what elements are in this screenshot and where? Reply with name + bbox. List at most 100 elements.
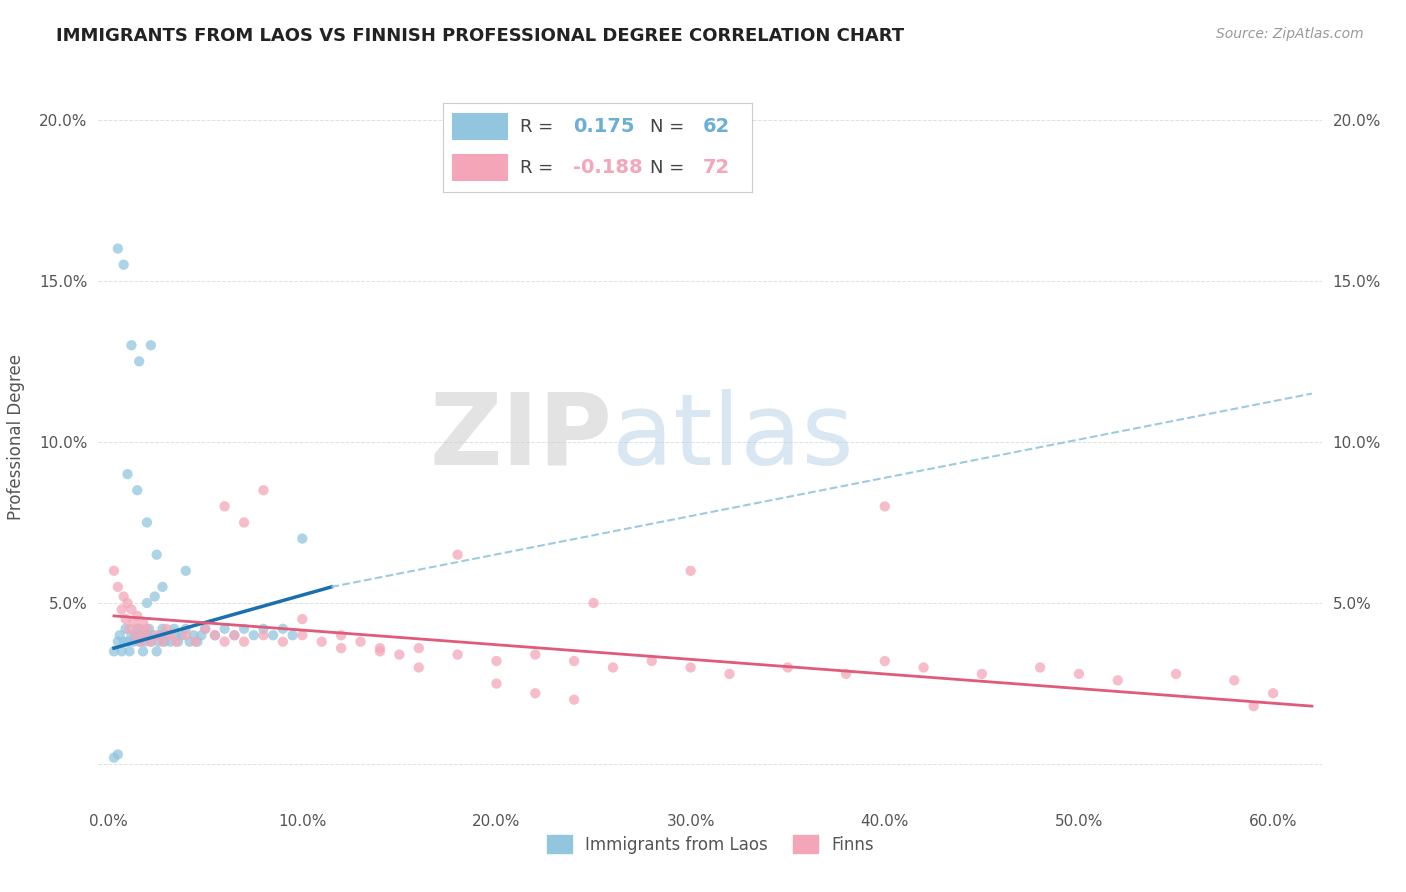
Point (159, 628, 181, 642)
Point (262, 628, 284, 642)
Point (204, 628, 226, 642)
Point (233, 622, 256, 636)
Point (112, 258, 135, 272)
Point (602, 660, 624, 674)
Point (145, 628, 167, 642)
Point (912, 660, 935, 674)
Point (152, 634, 174, 648)
Point (224, 628, 246, 642)
Point (562, 654, 585, 668)
Point (145, 644, 167, 658)
Point (485, 676, 508, 690)
Point (242, 628, 264, 642)
Point (107, 242, 129, 256)
Point (388, 648, 411, 662)
Text: R =: R = (520, 159, 560, 177)
Point (835, 667, 858, 681)
Point (139, 634, 162, 648)
Point (271, 622, 294, 636)
Text: 72: 72 (703, 158, 730, 178)
Point (1243, 699, 1265, 714)
Point (136, 516, 159, 530)
Point (148, 634, 170, 648)
Point (170, 628, 193, 642)
Point (190, 628, 212, 642)
Point (281, 628, 304, 642)
Point (139, 634, 162, 648)
Point (214, 622, 236, 636)
Point (446, 548, 468, 562)
Point (524, 686, 547, 700)
Point (128, 354, 150, 368)
Text: ZIP: ZIP (429, 389, 612, 485)
Point (134, 634, 156, 648)
Point (143, 590, 166, 604)
Point (214, 634, 236, 648)
Point (117, 467, 139, 482)
Point (132, 615, 155, 630)
Point (194, 622, 217, 636)
Point (873, 500, 896, 514)
Point (155, 628, 177, 642)
Point (183, 628, 205, 642)
Text: 62: 62 (703, 117, 730, 136)
Point (128, 634, 150, 648)
Point (145, 548, 167, 562)
Point (127, 608, 149, 623)
Point (120, 628, 142, 642)
Point (679, 660, 702, 674)
Point (112, 634, 135, 648)
Text: atlas: atlas (612, 389, 853, 485)
Point (1223, 673, 1246, 688)
Point (124, 628, 146, 642)
Point (111, 602, 134, 616)
Point (1067, 667, 1090, 681)
Point (233, 634, 256, 648)
Point (641, 654, 664, 668)
Point (679, 564, 702, 578)
Point (155, 622, 177, 636)
Point (149, 628, 172, 642)
Point (103, 564, 125, 578)
Text: Source: ZipAtlas.com: Source: ZipAtlas.com (1216, 27, 1364, 41)
Point (330, 641, 353, 656)
Point (330, 628, 353, 642)
Point (138, 622, 160, 636)
Point (128, 622, 150, 636)
Point (291, 628, 314, 642)
Point (179, 634, 201, 648)
Point (112, 590, 135, 604)
Point (291, 612, 314, 626)
Point (159, 634, 181, 648)
Point (252, 628, 274, 642)
Point (136, 622, 159, 636)
Point (103, 644, 125, 658)
Point (136, 628, 159, 642)
Point (186, 634, 208, 648)
FancyBboxPatch shape (453, 154, 508, 181)
Point (108, 628, 131, 642)
Point (1164, 667, 1187, 681)
Point (107, 580, 129, 594)
Point (194, 622, 217, 636)
Point (485, 654, 508, 668)
Point (873, 654, 896, 668)
Point (214, 500, 236, 514)
Point (107, 634, 129, 648)
Point (204, 628, 226, 642)
Point (167, 634, 190, 648)
Point (174, 564, 197, 578)
Point (163, 622, 186, 636)
Point (118, 644, 141, 658)
Legend: Immigrants from Laos, Finns: Immigrants from Laos, Finns (540, 829, 880, 860)
Point (718, 667, 741, 681)
Text: R =: R = (520, 118, 560, 136)
Point (152, 622, 174, 636)
Point (142, 628, 165, 642)
Text: 0.175: 0.175 (572, 117, 634, 136)
Point (271, 634, 294, 648)
Point (122, 615, 145, 630)
Point (129, 634, 152, 648)
Point (368, 644, 391, 658)
Point (132, 644, 155, 658)
